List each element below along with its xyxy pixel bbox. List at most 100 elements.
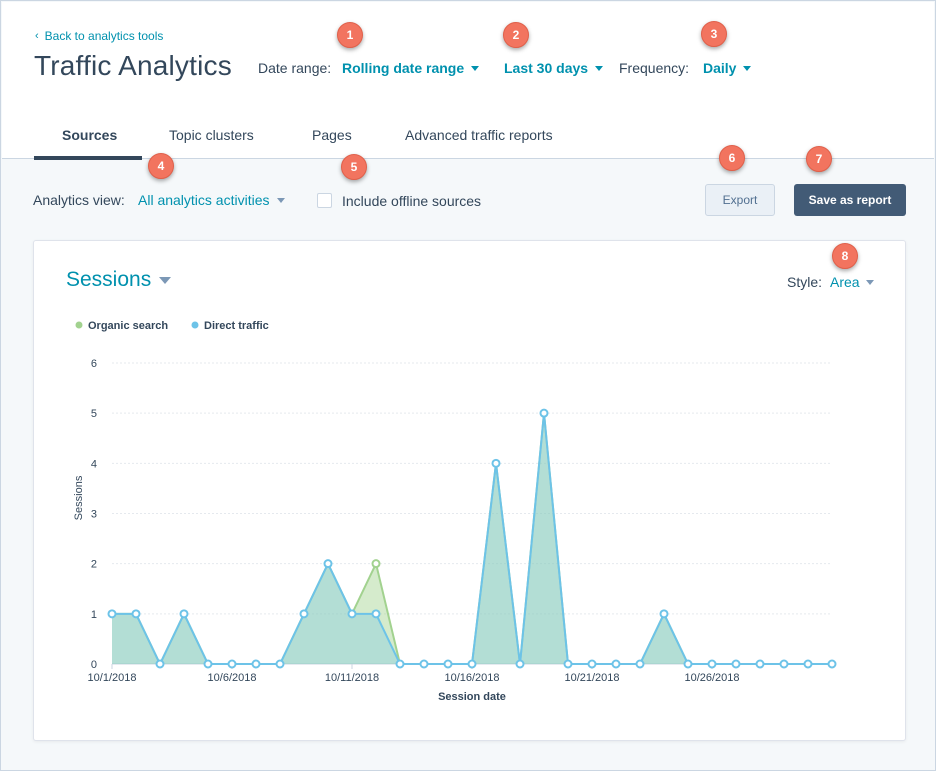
data-point [731, 659, 741, 669]
page-header: ‹ Back to analytics tools Traffic Analyt… [2, 2, 934, 160]
metric-title: Sessions [66, 268, 152, 291]
y-tick-label: 3 [91, 509, 97, 521]
data-point [107, 609, 117, 619]
data-point [203, 659, 213, 669]
annotation-badge: 5 [341, 154, 367, 180]
series-area-direct-traffic [112, 413, 832, 664]
annotation-badge: 8 [832, 243, 858, 269]
date-range-dropdown[interactable]: Rolling date range [342, 60, 480, 76]
annotation-badge: 1 [337, 22, 363, 48]
tab-sources[interactable]: Sources [62, 127, 118, 143]
date-range-label: Date range: [258, 60, 332, 76]
data-point [323, 559, 333, 569]
x-tick-label: 10/21/2018 [564, 672, 619, 684]
y-tick-label: 0 [91, 659, 97, 671]
active-tab-indicator [34, 156, 142, 160]
style-value: Area [830, 274, 860, 290]
analytics-view-dropdown[interactable]: All analytics activities [138, 192, 285, 208]
tab-pages[interactable]: Pages [312, 127, 352, 143]
y-tick-label: 4 [91, 458, 97, 470]
y-tick-label: 6 [91, 358, 97, 370]
x-tick-label: 10/6/2018 [208, 672, 257, 684]
legend-marker [75, 321, 83, 329]
caret-down-icon [276, 197, 285, 203]
caret-down-icon [471, 65, 480, 71]
caret-down-icon [743, 65, 752, 71]
data-point [659, 609, 669, 619]
data-point [131, 609, 141, 619]
data-point [755, 659, 765, 669]
tab-bar: Sources Topic clusters Pages Advanced tr… [3, 120, 933, 160]
chart-grid [112, 362, 832, 665]
legend-label: Direct traffic [204, 320, 269, 332]
series-line-organic-search [112, 413, 832, 667]
annotation-badge: 7 [806, 146, 832, 172]
chart-legend: Organic search Direct traffic [75, 320, 269, 332]
tab-topic-clusters[interactable]: Topic clusters [169, 127, 254, 143]
series-area-organic-search [112, 413, 832, 664]
data-point [251, 659, 261, 669]
data-point [587, 659, 597, 669]
caret-down-icon [865, 279, 874, 285]
annotation-badge: 4 [148, 153, 174, 179]
save-as-report-button[interactable]: Save as report [794, 184, 906, 216]
data-point [635, 659, 645, 669]
data-point [563, 659, 573, 669]
x-axis-label: Session date [438, 691, 506, 703]
data-point [539, 408, 549, 418]
data-point [611, 659, 621, 669]
chevron-left-icon: ‹ [35, 30, 39, 42]
analytics-view-label: Analytics view: [33, 192, 125, 208]
data-point [779, 659, 789, 669]
annotation-badge: 2 [503, 22, 529, 48]
data-point [155, 659, 165, 669]
data-point [179, 609, 189, 619]
x-axis-ticks: 10/1/2018 10/6/2018 10/11/2018 10/16/2018 10… [88, 664, 740, 684]
y-axis-label: Sessions [73, 475, 85, 520]
data-point [707, 659, 717, 669]
y-axis-ticks: 0 1 2 3 4 5 6 [91, 358, 97, 671]
data-point [371, 609, 381, 619]
data-point [371, 559, 381, 569]
x-tick-label: 10/16/2018 [444, 672, 499, 684]
sessions-area-chart: Organic search Direct traffic 0 1 2 3 4 5 6 10/… [73, 320, 837, 703]
x-tick-label: 10/1/2018 [88, 672, 137, 684]
page-title: Traffic Analytics [34, 50, 232, 81]
data-point [491, 458, 501, 468]
annotation-badge: 3 [701, 21, 727, 47]
y-tick-label: 5 [91, 408, 97, 420]
y-tick-label: 1 [91, 609, 97, 621]
tab-advanced-traffic-reports[interactable]: Advanced traffic reports [405, 127, 553, 143]
data-point [419, 659, 429, 669]
metric-dropdown[interactable]: Sessions [66, 268, 172, 292]
series-line-direct-traffic [112, 413, 832, 667]
annotation-badge: 6 [719, 145, 745, 171]
y-tick-label: 2 [91, 559, 97, 571]
data-point [395, 659, 405, 669]
legend-marker [191, 321, 199, 329]
period-value: Last 30 days [504, 60, 589, 76]
data-point [827, 659, 837, 669]
x-tick-label: 10/26/2018 [684, 672, 739, 684]
frequency-value: Daily [703, 60, 737, 76]
include-offline-checkbox[interactable] [317, 193, 332, 208]
x-tick-label: 10/11/2018 [325, 672, 379, 684]
export-button[interactable]: Export [705, 184, 775, 216]
frequency-label: Frequency: [619, 60, 690, 76]
back-link[interactable]: ‹ Back to analytics tools [35, 29, 163, 43]
analytics-view-value: All analytics activities [138, 192, 270, 208]
data-point [227, 659, 237, 669]
data-point [347, 609, 357, 619]
data-point [443, 659, 453, 669]
chart-series [107, 408, 837, 669]
caret-down-icon [595, 65, 604, 71]
period-dropdown[interactable]: Last 30 days [504, 60, 604, 76]
caret-down-icon [159, 276, 172, 284]
data-point [803, 659, 813, 669]
data-point [515, 659, 525, 669]
back-link-label: Back to analytics tools [44, 29, 164, 43]
frequency-dropdown[interactable]: Daily [703, 60, 752, 76]
data-point [299, 609, 309, 619]
style-dropdown[interactable]: Area [830, 274, 874, 290]
